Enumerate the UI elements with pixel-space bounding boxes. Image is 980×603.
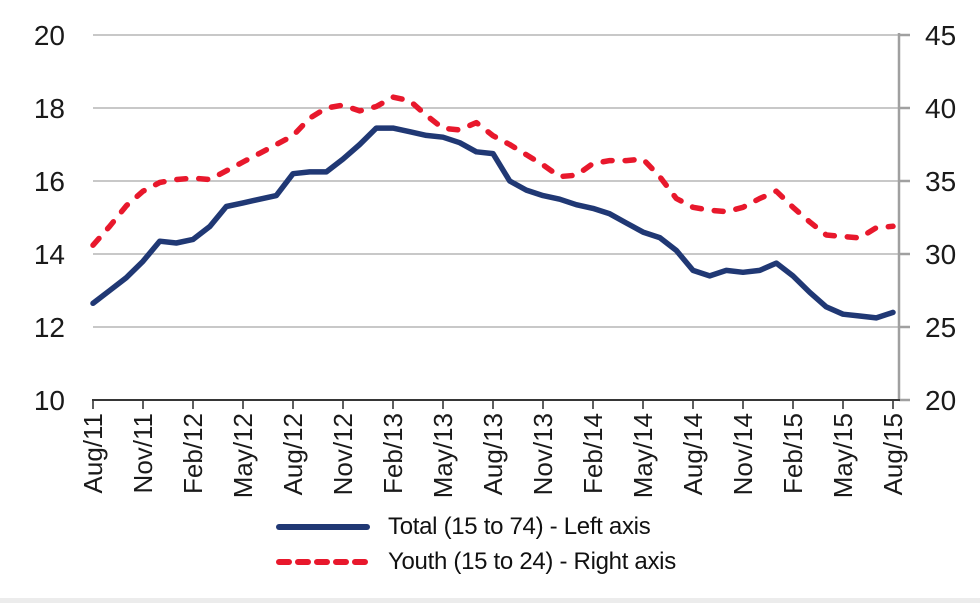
x-axis-tick-label: Feb/13 [378,413,408,494]
x-axis-tick-label: Aug/15 [878,413,908,495]
total-line-sample-icon [276,524,370,530]
x-axis-tick-label: Feb/14 [578,413,608,494]
legend: Total (15 to 74) - Left axis Youth (15 t… [0,513,980,576]
left-axis-tick-label: 20 [34,20,65,51]
x-axis-tick-label: May/13 [428,413,458,498]
left-axis-tick-label: 16 [34,166,65,197]
x-axis-tick-label: Nov/14 [728,413,758,495]
x-axis-tick-label: Aug/11 [78,413,108,493]
right-axis-tick-label: 20 [925,385,956,416]
x-axis-tick-label: Aug/12 [278,413,308,495]
x-axis-tick-label: Nov/12 [328,413,358,495]
x-axis-tick-label: Aug/13 [478,413,508,495]
unemployment-line-chart: 20 18 16 14 12 10 45 40 35 30 25 20 Aug/11 Nov/11 Feb/… [34,20,956,498]
left-axis-tick-label: 10 [34,385,65,416]
right-axis-tick-label: 25 [925,312,956,343]
right-axis-tick-label: 45 [925,20,956,51]
x-axis-tick-label: May/14 [628,413,658,498]
x-axis-tick-label: Nov/13 [528,413,558,495]
legend-item-youth: Youth (15 to 24) - Right axis [275,548,705,576]
left-axis-tick-label: 18 [34,93,65,124]
window-bottom-edge [0,598,980,603]
right-axis-tick-label: 35 [925,166,956,197]
legend-item-total: Total (15 to 74) - Left axis [275,513,705,541]
legend-label-total: Total (15 to 74) - Left axis [388,513,651,540]
legend-label-youth: Youth (15 to 24) - Right axis [388,548,676,575]
x-axis-tick-label: Feb/12 [178,413,208,494]
right-axis-tick-label: 30 [925,239,956,270]
x-axis-tick-label: May/15 [828,413,858,498]
series-line-total [90,125,896,321]
youth-line-sample-icon [276,559,370,565]
x-axis-tick-label: Feb/15 [778,413,808,494]
x-axis-tick-label: Nov/11 [128,413,158,493]
left-axis-tick-label: 12 [34,312,65,343]
x-axis-tick-label: Aug/14 [678,413,708,495]
series-line-youth [90,94,896,248]
x-axis-tick-label: May/12 [228,413,258,498]
left-axis-tick-label: 14 [34,239,65,270]
right-axis-tick-label: 40 [925,93,956,124]
